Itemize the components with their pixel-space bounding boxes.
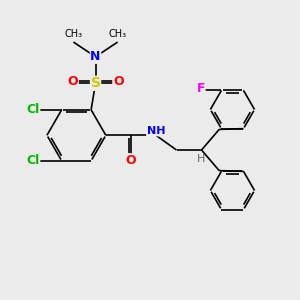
Text: N: N	[90, 50, 101, 63]
Text: O: O	[113, 75, 124, 88]
Text: F: F	[196, 82, 205, 95]
Text: O: O	[125, 154, 136, 167]
Text: H: H	[197, 154, 206, 164]
Text: Cl: Cl	[26, 154, 40, 167]
Text: CH₃: CH₃	[64, 28, 82, 38]
Text: NH: NH	[147, 126, 165, 136]
Text: CH₃: CH₃	[109, 28, 127, 38]
Text: O: O	[68, 75, 78, 88]
Text: Cl: Cl	[26, 103, 40, 116]
Text: S: S	[91, 76, 100, 90]
